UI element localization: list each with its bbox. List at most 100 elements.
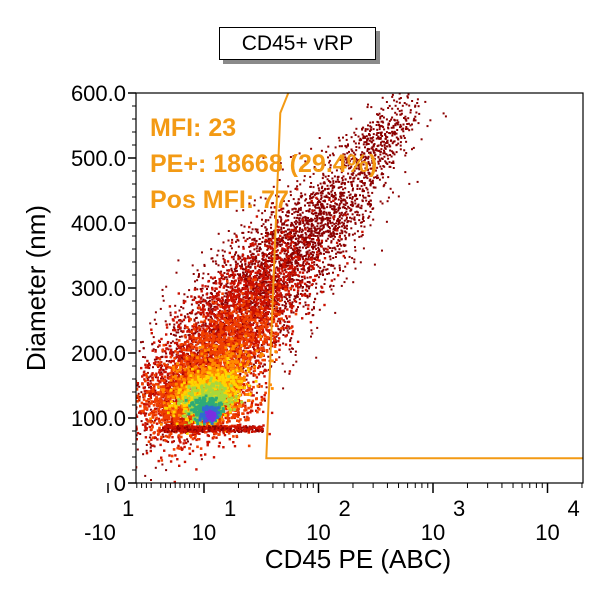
density-point (293, 221, 296, 224)
density-point (290, 257, 293, 260)
density-point (280, 294, 283, 297)
density-point (220, 270, 223, 273)
density-point (271, 243, 274, 246)
density-point (175, 353, 178, 356)
density-point (273, 299, 275, 302)
density-point (369, 121, 372, 124)
density-point (225, 289, 228, 292)
density-point (267, 219, 270, 222)
density-point (291, 347, 294, 350)
density-point (318, 239, 320, 242)
density-point (309, 197, 312, 200)
density-point (294, 271, 297, 274)
density-point (182, 307, 185, 310)
density-point (358, 142, 360, 145)
density-point (371, 146, 374, 149)
density-point (175, 271, 178, 274)
density-point (329, 154, 332, 157)
density-point (181, 368, 184, 372)
density-point (363, 171, 366, 174)
density-point (259, 248, 262, 251)
density-point (318, 189, 321, 192)
density-point (195, 362, 198, 365)
density-point (235, 209, 238, 212)
density-point (296, 188, 299, 191)
density-point (287, 325, 290, 328)
density-point (190, 303, 193, 306)
density-point (349, 167, 352, 170)
density-point (322, 212, 325, 215)
density-point (223, 284, 226, 288)
density-point (257, 359, 260, 362)
density-point (260, 267, 263, 270)
density-point (282, 241, 285, 244)
density-point (246, 285, 249, 287)
density-point (324, 175, 327, 178)
density-point (306, 241, 309, 244)
density-point (391, 134, 394, 137)
density-point (376, 128, 379, 131)
density-point (341, 221, 344, 224)
density-point (364, 196, 367, 199)
density-point (405, 128, 407, 130)
density-point (248, 263, 251, 266)
density-point (367, 160, 370, 163)
density-point (203, 373, 207, 376)
density-point (398, 97, 401, 100)
density-point (227, 230, 230, 232)
density-point (327, 179, 330, 182)
density-point (385, 153, 388, 156)
density-point (246, 288, 250, 291)
density-point (299, 236, 302, 239)
density-point (290, 309, 293, 313)
density-point (350, 136, 353, 139)
density-point (131, 490, 133, 492)
density-point (253, 356, 256, 359)
density-point (369, 205, 372, 208)
density-point (140, 341, 142, 344)
density-point (160, 368, 163, 371)
density-point (383, 183, 386, 186)
density-point (371, 159, 374, 162)
density-point (215, 333, 218, 336)
density-point (288, 296, 291, 299)
density-point (329, 184, 332, 187)
density-point (308, 241, 311, 244)
density-point (202, 360, 205, 364)
density-point (319, 228, 322, 231)
density-point (296, 225, 299, 228)
density-point (360, 155, 363, 157)
density-point (326, 224, 329, 227)
density-point (353, 258, 356, 261)
density-point (273, 206, 276, 209)
density-point (146, 364, 150, 367)
density-point (258, 250, 261, 252)
density-point (416, 180, 419, 183)
density-point (284, 233, 287, 236)
density-point (386, 136, 389, 139)
density-point (305, 236, 308, 239)
density-point (262, 262, 265, 265)
density-point (303, 175, 306, 178)
density-point (281, 168, 284, 171)
density-point (240, 276, 243, 279)
density-point (319, 201, 322, 204)
density-point (210, 305, 213, 307)
density-point (357, 167, 360, 170)
density-point (351, 233, 354, 236)
density-point (300, 234, 303, 237)
density-point (285, 235, 289, 238)
density-point (259, 362, 263, 365)
density-point (236, 328, 239, 331)
density-point (275, 245, 279, 248)
density-point (236, 273, 239, 276)
density-point (381, 140, 384, 143)
density-point (222, 303, 225, 306)
density-point (356, 184, 359, 187)
density-point (420, 138, 423, 141)
density-point (254, 360, 257, 363)
density-point (284, 275, 288, 278)
density-point (303, 269, 306, 272)
density-point (326, 237, 329, 240)
density-point (354, 221, 357, 224)
